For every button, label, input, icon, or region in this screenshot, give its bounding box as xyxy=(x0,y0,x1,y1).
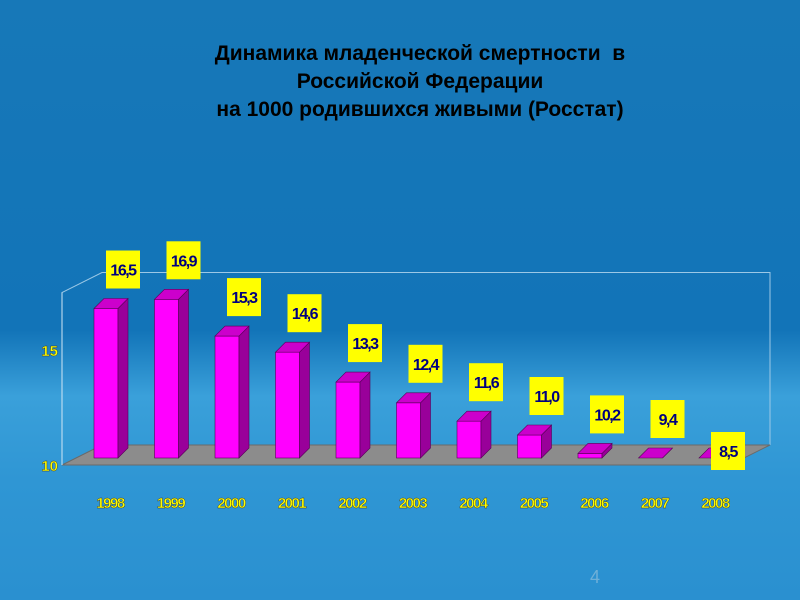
data-label-2007: 9,4 xyxy=(659,412,678,429)
data-label-box xyxy=(711,432,745,470)
data-label-2002: 13,3 xyxy=(352,336,379,353)
bar-2004: 11,6 xyxy=(456,363,503,459)
bar-2002: 13,3 xyxy=(335,324,382,459)
bar-top xyxy=(214,325,250,337)
bar-front xyxy=(577,453,603,459)
x-tick-label-2000: 2000 xyxy=(217,495,246,512)
x-tick-label-1999: 1999 xyxy=(157,495,186,512)
bar-front xyxy=(335,381,361,459)
bar-top xyxy=(516,424,553,436)
title-line-2: Российской Федерации xyxy=(296,70,544,93)
bar-2008: 8,5 xyxy=(698,432,745,470)
x-tick-label-2003: 2003 xyxy=(399,495,428,512)
bar-top xyxy=(637,447,674,459)
page-number: 4 xyxy=(589,567,600,587)
x-tick-label-2007: 2007 xyxy=(641,495,670,512)
bar-top xyxy=(335,371,371,383)
x-tick-label-2001: 2001 xyxy=(278,495,307,512)
data-label-box xyxy=(590,395,624,434)
bar-2003: 12,4 xyxy=(395,344,443,459)
data-label-box xyxy=(408,344,443,383)
data-label-box xyxy=(469,363,503,402)
data-label-box xyxy=(348,324,382,363)
bar-side xyxy=(117,297,129,459)
data-label-box xyxy=(227,278,261,317)
data-label-2001: 14,6 xyxy=(292,306,319,323)
data-label-2003: 12,4 xyxy=(413,357,440,374)
x-tick-label-2002: 2002 xyxy=(338,495,367,512)
data-label-2008: 8,5 xyxy=(719,444,738,461)
title-line-3: на 1000 родившихся живыми (Росстат) xyxy=(216,98,624,121)
bar-top xyxy=(577,443,613,454)
bar-2000: 15,3 xyxy=(214,278,261,459)
data-label-1998: 16,5 xyxy=(110,263,137,280)
x-tick-label-2006: 2006 xyxy=(580,495,609,512)
bar-2006: 10,2 xyxy=(577,395,624,459)
data-label-box xyxy=(529,377,564,415)
y-tick-label-15: 15 xyxy=(41,343,58,360)
data-label-2000: 15,3 xyxy=(231,290,258,307)
bar-side xyxy=(299,341,310,459)
bar-front xyxy=(456,420,482,459)
x-tick-label-2004: 2004 xyxy=(459,495,489,512)
data-label-1999: 16,9 xyxy=(171,253,198,270)
x-tick-label-2005: 2005 xyxy=(520,495,549,512)
data-label-2004: 11,6 xyxy=(474,375,500,392)
bar-front xyxy=(93,308,119,459)
bar-front xyxy=(214,335,240,459)
bar-top xyxy=(93,298,129,309)
bar-top xyxy=(274,341,311,353)
x-tick-label-1998: 1998 xyxy=(96,495,125,512)
bar-front xyxy=(154,298,179,459)
data-label-box xyxy=(166,241,201,280)
bar-top xyxy=(395,392,432,404)
bar-side xyxy=(359,371,371,459)
bar-front xyxy=(396,402,421,459)
data-label-box xyxy=(650,400,685,438)
x-tick-label-2008: 2008 xyxy=(701,495,730,512)
data-label-box xyxy=(106,250,140,289)
bar-side xyxy=(420,392,431,459)
bar-2001: 14,6 xyxy=(274,294,322,459)
bar-2005: 11,0 xyxy=(516,377,564,459)
bar-top xyxy=(153,288,190,300)
data-label-2006: 10,2 xyxy=(594,407,621,424)
y-tick-label-10: 10 xyxy=(41,458,58,475)
bar-top xyxy=(456,410,492,422)
bar-side xyxy=(238,325,250,459)
bar-front xyxy=(517,434,542,459)
chart-title: Динамика младенческой смертности в Росси… xyxy=(0,40,800,124)
title-line-1: Динамика младенческой смертности в xyxy=(214,42,626,65)
data-label-2005: 11,0 xyxy=(534,389,560,406)
data-label-box xyxy=(287,294,322,333)
bar-2007: 9,4 xyxy=(637,400,685,459)
bar-1999: 16,9 xyxy=(153,241,201,459)
bar-front xyxy=(275,351,300,459)
bar-1998: 16,5 xyxy=(93,250,140,459)
bar-side xyxy=(178,288,189,459)
